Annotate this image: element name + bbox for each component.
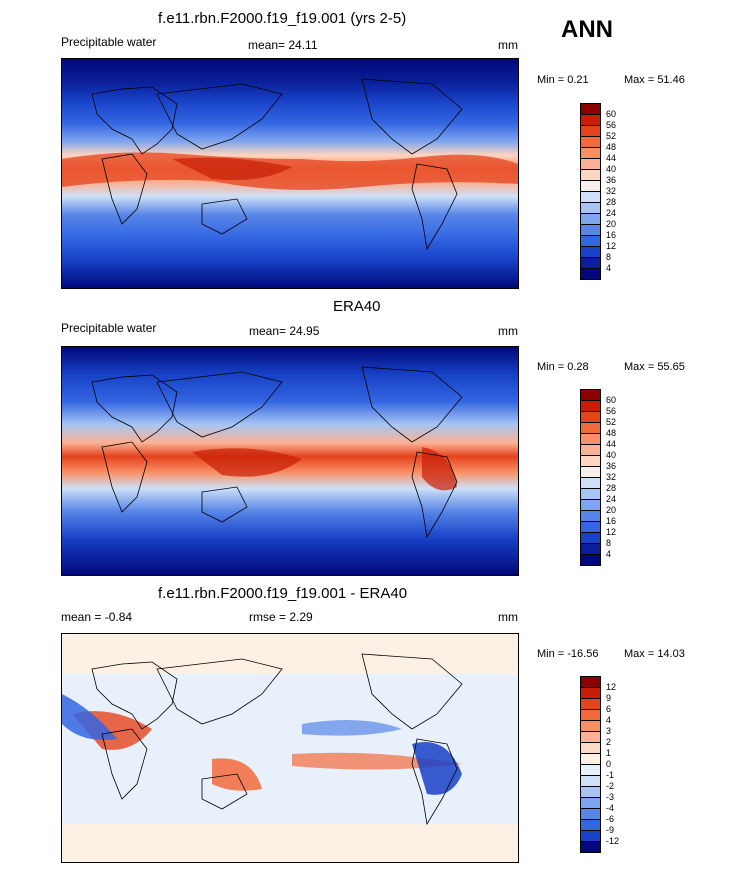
max-label: Max = 55.65 bbox=[624, 361, 685, 373]
colorbar-tick-label: 12 bbox=[606, 527, 617, 537]
mean-label: mean = -0.84 bbox=[61, 610, 133, 624]
max-label: Max = 51.46 bbox=[624, 74, 685, 86]
colorbar-tick-label: -1 bbox=[606, 770, 615, 780]
colorbar-tick-label: 12 bbox=[606, 241, 617, 251]
colorbar-tick-label: 48 bbox=[606, 142, 617, 152]
colorbar-tick-label: 24 bbox=[606, 494, 617, 504]
units-label: mm bbox=[498, 38, 518, 52]
colorbar-tick-label: 16 bbox=[606, 230, 617, 240]
colorbar-tick-label: 48 bbox=[606, 428, 617, 438]
max-label: Max = 14.03 bbox=[624, 648, 685, 660]
colorbar-tick-label: 52 bbox=[606, 131, 617, 141]
colorbar-tick-label: 44 bbox=[606, 439, 617, 449]
units-label: mm bbox=[498, 324, 518, 338]
mean-label: mean= 24.95 bbox=[249, 324, 320, 338]
colorbar-tick-label: -4 bbox=[606, 803, 615, 813]
colorbar-tick-label: 2 bbox=[606, 737, 612, 747]
colorbar-tick-label: 4 bbox=[606, 549, 612, 559]
colorbar-swatch bbox=[580, 554, 601, 566]
colorbar-tick-label: 52 bbox=[606, 417, 617, 427]
map-obs bbox=[61, 346, 519, 576]
colorbar-tick-label: 56 bbox=[606, 120, 617, 130]
colorbar-tick-label: 28 bbox=[606, 483, 617, 493]
colorbar-tick-label: 28 bbox=[606, 197, 617, 207]
colorbar-tick-label: 60 bbox=[606, 395, 617, 405]
colorbar-swatch bbox=[580, 841, 601, 853]
colorbar-tick-label: 60 bbox=[606, 109, 617, 119]
units-label: mm bbox=[498, 610, 518, 624]
colorbar-tick-label: 4 bbox=[606, 715, 612, 725]
rmse-label: rmse = 2.29 bbox=[249, 610, 313, 624]
season-label: ANN bbox=[561, 16, 613, 43]
colorbar-tick-label: 56 bbox=[606, 406, 617, 416]
colorbar-tick-label: -2 bbox=[606, 781, 615, 791]
colorbar-tick-label: -6 bbox=[606, 814, 615, 824]
colorbar-tick-label: 36 bbox=[606, 461, 617, 471]
panel-title: ERA40 bbox=[333, 298, 381, 315]
colorbar-tick-label: -12 bbox=[606, 836, 620, 846]
min-label: Min = 0.28 bbox=[537, 361, 589, 373]
panel-title: f.e11.rbn.F2000.f19_f19.001 - ERA40 bbox=[158, 585, 408, 602]
colorbar-swatch bbox=[580, 268, 601, 280]
colorbar-tick-label: 40 bbox=[606, 164, 617, 174]
colorbar-tick-label: -3 bbox=[606, 792, 615, 802]
colorbar-tick-label: 40 bbox=[606, 450, 617, 460]
colorbar-tick-label: 32 bbox=[606, 186, 617, 196]
variable-label: Precipitable water bbox=[61, 321, 157, 335]
colorbar-tick-label: 36 bbox=[606, 175, 617, 185]
colorbar-tick-label: 32 bbox=[606, 472, 617, 482]
mean-label: mean= 24.11 bbox=[248, 38, 318, 52]
colorbar-tick-label: -9 bbox=[606, 825, 615, 835]
colorbar-tick-label: 44 bbox=[606, 153, 617, 163]
colorbar-tick-label: 24 bbox=[606, 208, 617, 218]
map-model bbox=[61, 58, 519, 289]
colorbar-tick-label: 8 bbox=[606, 252, 612, 262]
map-diff bbox=[61, 633, 519, 863]
colorbar-tick-label: 0 bbox=[606, 759, 612, 769]
colorbar-tick-label: 3 bbox=[606, 726, 612, 736]
colorbar-tick-label: 12 bbox=[606, 682, 617, 692]
colorbar-tick-label: 20 bbox=[606, 505, 617, 515]
min-label: Min = 0.21 bbox=[537, 74, 589, 86]
variable-label: Precipitable water bbox=[61, 35, 157, 49]
min-label: Min = -16.56 bbox=[537, 648, 599, 660]
colorbar-tick-label: 20 bbox=[606, 219, 617, 229]
colorbar-tick-label: 16 bbox=[606, 516, 617, 526]
colorbar-tick-label: 8 bbox=[606, 538, 612, 548]
colorbar-tick-label: 6 bbox=[606, 704, 612, 714]
colorbar-tick-label: 1 bbox=[606, 748, 612, 758]
colorbar-tick-label: 9 bbox=[606, 693, 612, 703]
colorbar-tick-label: 4 bbox=[606, 263, 612, 273]
panel-title: f.e11.rbn.F2000.f19_f19.001 (yrs 2-5) bbox=[158, 10, 407, 27]
